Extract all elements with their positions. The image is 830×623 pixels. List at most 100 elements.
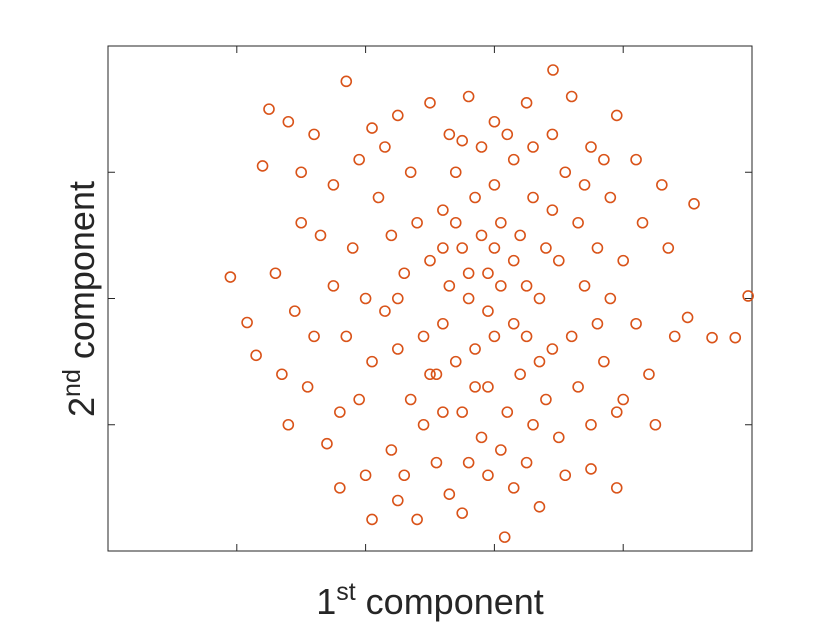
point bbox=[520, 97, 533, 109]
point bbox=[585, 418, 597, 431]
point bbox=[540, 393, 552, 406]
point bbox=[729, 331, 742, 344]
point bbox=[578, 280, 591, 292]
point bbox=[475, 141, 488, 153]
point bbox=[565, 330, 578, 343]
point bbox=[668, 330, 681, 343]
point bbox=[617, 254, 630, 267]
point bbox=[552, 431, 565, 444]
point bbox=[572, 216, 584, 229]
point bbox=[585, 463, 597, 475]
point bbox=[391, 292, 404, 305]
point bbox=[437, 317, 449, 330]
point bbox=[241, 316, 253, 329]
point bbox=[449, 216, 462, 229]
point bbox=[334, 482, 346, 494]
point bbox=[417, 330, 430, 343]
point bbox=[437, 406, 449, 418]
point bbox=[391, 494, 404, 507]
point bbox=[449, 355, 462, 368]
point bbox=[514, 229, 526, 242]
point bbox=[643, 368, 655, 381]
point bbox=[379, 141, 391, 153]
point bbox=[559, 469, 572, 482]
point bbox=[443, 128, 456, 141]
point bbox=[546, 128, 559, 141]
point bbox=[391, 343, 404, 355]
point bbox=[417, 418, 430, 431]
point bbox=[276, 368, 288, 381]
point bbox=[598, 153, 610, 166]
point bbox=[533, 501, 546, 513]
point bbox=[495, 280, 507, 292]
point bbox=[591, 242, 604, 254]
point bbox=[366, 122, 378, 134]
point bbox=[314, 229, 327, 242]
point bbox=[301, 381, 314, 393]
point bbox=[488, 330, 501, 343]
point bbox=[527, 141, 539, 153]
point bbox=[482, 267, 494, 280]
point bbox=[540, 242, 552, 254]
point bbox=[475, 431, 488, 444]
point bbox=[469, 343, 481, 355]
point bbox=[398, 267, 411, 280]
point bbox=[482, 305, 494, 317]
y-label-main: 2 bbox=[61, 397, 102, 417]
plot-frame bbox=[107, 45, 753, 552]
point bbox=[398, 469, 411, 482]
point bbox=[630, 317, 642, 330]
point bbox=[520, 330, 533, 343]
point bbox=[295, 166, 308, 179]
point bbox=[411, 513, 423, 526]
x-axis-label: 1st component bbox=[316, 578, 544, 622]
point bbox=[456, 242, 469, 254]
point bbox=[385, 444, 398, 456]
point bbox=[688, 198, 700, 210]
point bbox=[366, 355, 378, 368]
point bbox=[572, 381, 584, 393]
point bbox=[636, 216, 649, 229]
point bbox=[706, 331, 718, 344]
point bbox=[308, 330, 320, 343]
point bbox=[346, 242, 359, 254]
point bbox=[681, 311, 694, 324]
point bbox=[501, 406, 514, 418]
point bbox=[353, 393, 365, 406]
point bbox=[437, 242, 449, 254]
point bbox=[585, 141, 597, 153]
point bbox=[321, 437, 333, 450]
point bbox=[308, 128, 320, 141]
point bbox=[533, 355, 546, 368]
x-label-sup: st bbox=[336, 578, 356, 606]
point bbox=[488, 242, 501, 254]
y-label-sup: nd bbox=[58, 369, 86, 397]
point bbox=[630, 153, 642, 166]
point bbox=[565, 90, 578, 103]
point bbox=[598, 355, 610, 368]
point bbox=[514, 368, 526, 381]
point bbox=[327, 179, 340, 191]
point bbox=[462, 292, 475, 305]
point bbox=[591, 317, 604, 330]
point bbox=[424, 97, 436, 109]
point bbox=[424, 368, 436, 381]
point bbox=[449, 166, 462, 179]
point bbox=[430, 456, 443, 469]
point bbox=[546, 343, 559, 355]
point bbox=[372, 191, 385, 204]
point bbox=[533, 292, 546, 305]
point bbox=[527, 191, 539, 204]
point bbox=[610, 109, 623, 122]
point bbox=[488, 115, 501, 128]
point bbox=[604, 191, 617, 204]
point bbox=[475, 229, 488, 242]
point bbox=[443, 280, 456, 292]
point bbox=[256, 160, 269, 172]
point bbox=[488, 179, 501, 191]
x-label-main: 1 bbox=[316, 581, 336, 622]
point bbox=[507, 482, 520, 494]
point bbox=[340, 330, 353, 343]
